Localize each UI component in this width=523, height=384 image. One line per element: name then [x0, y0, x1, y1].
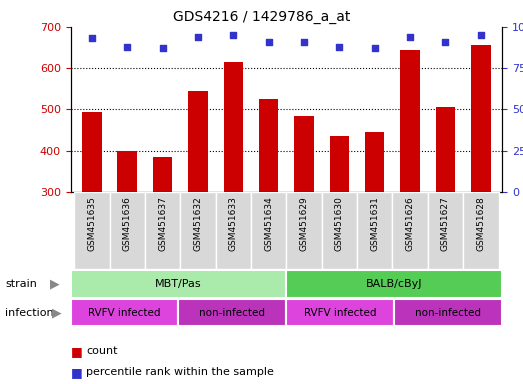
- Text: RVFV infected: RVFV infected: [304, 308, 377, 318]
- Point: [194, 34, 202, 40]
- FancyBboxPatch shape: [428, 192, 463, 269]
- Text: GSM451630: GSM451630: [335, 196, 344, 251]
- FancyBboxPatch shape: [71, 270, 286, 298]
- Text: GDS4216 / 1429786_a_at: GDS4216 / 1429786_a_at: [173, 10, 350, 23]
- Text: ▶: ▶: [52, 306, 61, 319]
- FancyBboxPatch shape: [357, 192, 392, 269]
- Text: GSM451627: GSM451627: [441, 196, 450, 251]
- Point: [476, 32, 485, 38]
- Text: GSM451633: GSM451633: [229, 196, 238, 251]
- Text: infection: infection: [5, 308, 54, 318]
- FancyBboxPatch shape: [215, 192, 251, 269]
- Point: [88, 35, 96, 41]
- Text: GSM451632: GSM451632: [194, 196, 202, 251]
- FancyBboxPatch shape: [71, 299, 178, 326]
- Point: [441, 39, 450, 45]
- Text: RVFV infected: RVFV infected: [88, 308, 161, 318]
- Bar: [401, 50, 420, 316]
- FancyBboxPatch shape: [180, 192, 215, 269]
- Point: [123, 44, 131, 50]
- Bar: [436, 108, 455, 316]
- FancyBboxPatch shape: [286, 270, 502, 298]
- Text: GSM451635: GSM451635: [87, 196, 96, 251]
- Text: ▶: ▶: [50, 277, 59, 290]
- Text: ■: ■: [71, 366, 82, 379]
- Text: non-infected: non-infected: [415, 308, 481, 318]
- FancyBboxPatch shape: [392, 192, 428, 269]
- Point: [371, 45, 379, 51]
- FancyBboxPatch shape: [463, 192, 498, 269]
- FancyBboxPatch shape: [394, 299, 502, 326]
- Text: GSM451637: GSM451637: [158, 196, 167, 251]
- Text: GSM451636: GSM451636: [123, 196, 132, 251]
- Point: [229, 32, 237, 38]
- Point: [265, 39, 273, 45]
- Bar: [259, 99, 278, 316]
- Bar: [365, 132, 384, 316]
- Text: MBT/Pas: MBT/Pas: [155, 279, 202, 289]
- Text: GSM451631: GSM451631: [370, 196, 379, 251]
- Bar: [82, 111, 101, 316]
- Text: GSM451628: GSM451628: [476, 196, 485, 251]
- FancyBboxPatch shape: [178, 299, 286, 326]
- Text: ■: ■: [71, 345, 82, 358]
- Bar: [118, 151, 137, 316]
- Text: GSM451634: GSM451634: [264, 196, 273, 251]
- FancyBboxPatch shape: [286, 192, 322, 269]
- FancyBboxPatch shape: [322, 192, 357, 269]
- FancyBboxPatch shape: [286, 299, 394, 326]
- Point: [300, 39, 308, 45]
- Text: count: count: [86, 346, 118, 356]
- Text: GSM451629: GSM451629: [300, 196, 309, 251]
- FancyBboxPatch shape: [251, 192, 286, 269]
- Point: [335, 44, 344, 50]
- Bar: [153, 157, 172, 316]
- Point: [158, 45, 167, 51]
- Text: BALB/cByJ: BALB/cByJ: [366, 279, 423, 289]
- FancyBboxPatch shape: [74, 192, 109, 269]
- Bar: [329, 136, 349, 316]
- Bar: [294, 116, 314, 316]
- Text: percentile rank within the sample: percentile rank within the sample: [86, 367, 274, 377]
- Text: GSM451626: GSM451626: [406, 196, 415, 251]
- FancyBboxPatch shape: [109, 192, 145, 269]
- FancyBboxPatch shape: [145, 192, 180, 269]
- Bar: [188, 91, 208, 316]
- Bar: [223, 62, 243, 316]
- Text: strain: strain: [5, 279, 37, 289]
- Point: [406, 34, 414, 40]
- Bar: [471, 45, 491, 316]
- Text: non-infected: non-infected: [199, 308, 265, 318]
